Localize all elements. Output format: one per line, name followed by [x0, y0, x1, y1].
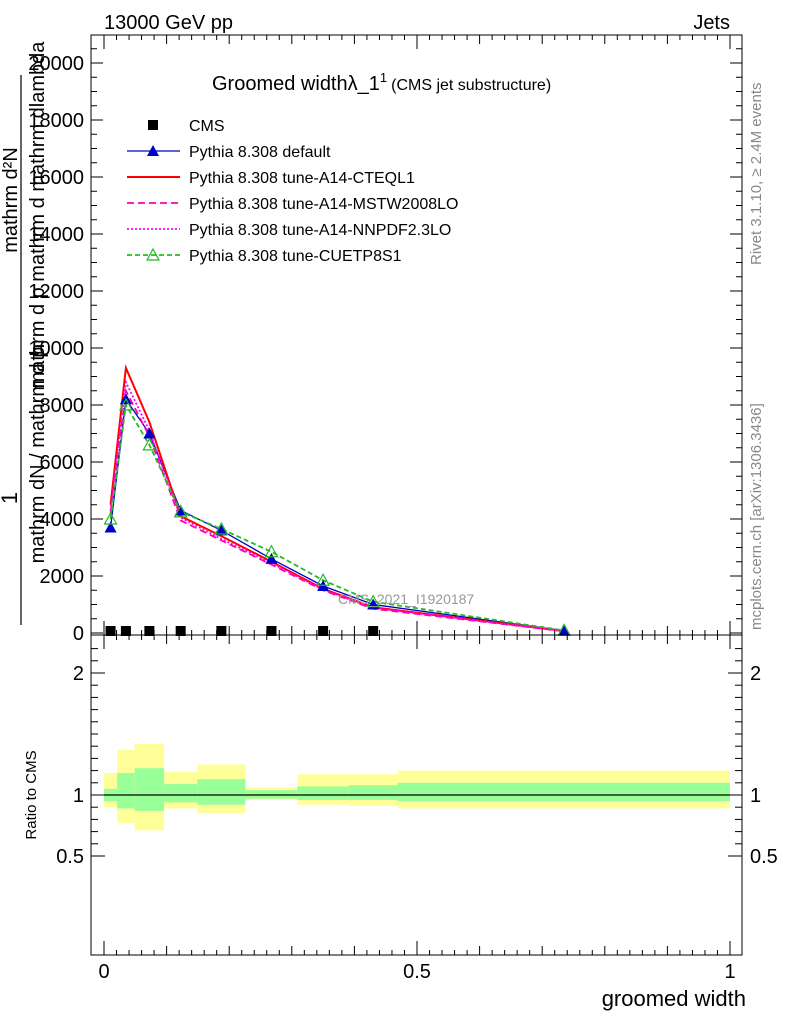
- main-y-tick-label: 10000: [28, 338, 84, 360]
- ratio-x-tick-label: 0.5: [403, 961, 431, 983]
- series-point-5: [103, 511, 118, 525]
- series-point-1: [558, 624, 571, 636]
- series-line-4: [109, 379, 565, 633]
- ratio-band-inner: [134, 768, 165, 811]
- legend-label-2: Pythia 8.308 tune-A14-CTEQL1: [189, 170, 415, 187]
- series-point-0: [175, 626, 186, 636]
- series-point-1: [174, 504, 187, 516]
- main-title-text: Groomed widthλ_1: [212, 73, 380, 95]
- series-point-0: [216, 626, 227, 636]
- y-label-frac-num: mathrm d²N: [0, 147, 22, 253]
- ratio-band-inner: [245, 790, 298, 799]
- main-title-sup: 1: [380, 70, 387, 85]
- series-line-5: [109, 402, 565, 632]
- series-point-0: [120, 626, 131, 636]
- main-y-tick-label: 8000: [40, 395, 85, 417]
- main-plot-panel: 0 2000 4000 6000 8000 10000 12000 14000 16000 180…: [0, 34, 743, 645]
- series-point-5: [316, 573, 331, 586]
- series-point-1: [215, 524, 228, 536]
- ratio-band-inner: [117, 773, 135, 809]
- y-label-frac-den: mathrm d p mathrm d mathrm dlambda: [27, 41, 49, 389]
- ratio-band-inner: [348, 785, 398, 800]
- legend-label-3: Pythia 8.308 tune-A14-MSTW2008LO: [189, 196, 458, 213]
- legend-label-5: Pythia 8.308 tune-CUETP8S1: [189, 248, 402, 265]
- main-y-tick-label: 0: [73, 623, 84, 645]
- ratio-y-tick-label: 2: [73, 663, 84, 685]
- mcplots-label: mcplots.cern.ch [arXiv:1306.3436]: [748, 403, 765, 630]
- series-line-2: [109, 364, 565, 632]
- legend-marker-5: [145, 247, 161, 261]
- legend-label-1: Pythia 8.308 default: [189, 144, 331, 161]
- main-y-tick-label: 4000: [40, 509, 85, 531]
- ratio-band-inner: [197, 779, 246, 805]
- series-line-3: [109, 387, 565, 633]
- series-point-1: [104, 521, 117, 533]
- ratio-y-tick-label-right: 2: [750, 663, 761, 685]
- header-left: 13000 GeV pp: [104, 12, 233, 34]
- analysis-watermark: CMS_2021_I1920187: [338, 591, 474, 607]
- series-point-0: [144, 626, 155, 636]
- x-axis-label: groomed width: [602, 986, 746, 1011]
- main-y-tick-label: 2000: [40, 566, 85, 588]
- y-label-one: 1: [0, 492, 22, 504]
- series-point-5: [142, 437, 157, 451]
- legend-label-4: Pythia 8.308 tune-A14-NNPDF2.3LO: [189, 222, 451, 239]
- ratio-y-tick-label: 0.5: [56, 846, 84, 868]
- series-point-5: [264, 544, 279, 558]
- ratio-x-tick-label: 0: [98, 961, 109, 983]
- rivet-label: Rivet 3.1.10, ≥ 2.4M events: [748, 83, 765, 266]
- main-y-tick-label: 6000: [40, 452, 85, 474]
- legend-label-0: CMS: [189, 118, 225, 135]
- main-title: Groomed widthλ_11 (CMS jet substructure): [212, 70, 551, 95]
- ratio-band-inner: [297, 786, 349, 800]
- series-point-0: [105, 626, 116, 636]
- ratio-y-tick-label: 1: [73, 785, 84, 807]
- ratio-y-label: Ratio to CMS: [23, 750, 40, 839]
- main-y-ticks: 0 2000 4000 6000 8000 10000 12000 14000 16000 180…: [28, 48, 742, 645]
- ratio-x-ticks: 0 0.5 1: [98, 635, 736, 983]
- series-point-0: [266, 626, 277, 636]
- main-series-markers: [103, 393, 572, 637]
- ratio-plot-panel: 0.5 0.51 12 2 0 0.5 1 Ratio to CMS groomed wi…: [23, 634, 778, 1011]
- main-y-tick-label: 16000: [28, 167, 84, 189]
- series-point-0: [368, 626, 379, 636]
- main-title-suffix: (CMS jet substructure): [391, 77, 551, 94]
- ratio-band-inner: [164, 784, 198, 803]
- main-y-tick-label: 14000: [28, 224, 84, 246]
- ratio-y-tick-label-right: 1: [750, 785, 761, 807]
- legend: CMS Pythia 8.308 default Pythia 8.308 tune…: [127, 118, 458, 265]
- series-point-1: [143, 427, 156, 439]
- series-point-5: [214, 521, 229, 535]
- series-point-5: [366, 594, 381, 608]
- main-y-tick-label: 18000: [28, 110, 84, 132]
- ratio-y-tick-label-right: 0.5: [750, 846, 778, 868]
- series-point-1: [265, 552, 278, 564]
- series-point-0: [318, 626, 329, 636]
- y-label-main: mathrm dN / mathrm d p: [27, 347, 49, 564]
- main-y-tick-label: 12000: [28, 281, 84, 303]
- ratio-band-inner: [397, 782, 730, 802]
- ratio-bands: [104, 743, 730, 831]
- header-right: Jets: [693, 12, 730, 34]
- legend-marker-1: [147, 145, 159, 156]
- ratio-x-tick-label: 1: [724, 961, 735, 983]
- series-point-5: [118, 397, 133, 411]
- ratio-y-ticks: 0.5 0.5 1 1 2 2: [56, 648, 778, 868]
- series-point-5: [173, 504, 188, 518]
- main-y-tick-label: 20000: [28, 53, 84, 75]
- legend-marker-0: [148, 120, 158, 130]
